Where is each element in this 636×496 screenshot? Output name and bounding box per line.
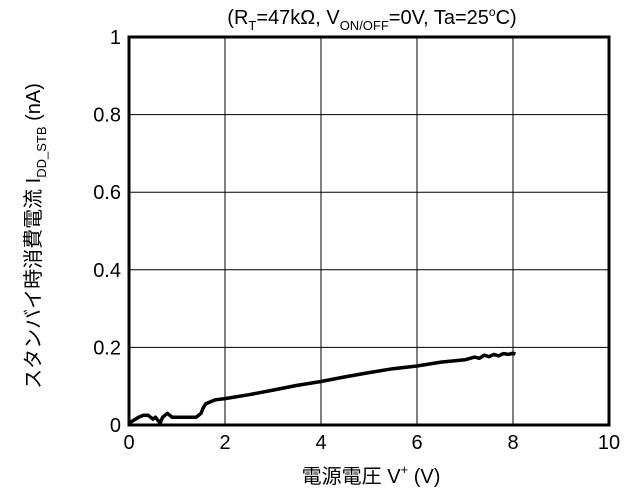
chart-title: (RT=47kΩ, VON/OFF=0V, Ta=25oC) bbox=[227, 5, 516, 33]
y-tick-label: 0.4 bbox=[93, 260, 121, 282]
ylabel-main: スタンバイ時消費電流 I bbox=[22, 178, 45, 389]
x-tick-label: 2 bbox=[219, 432, 230, 454]
x-axis-label: 電源電圧 V+ (V) bbox=[302, 462, 441, 488]
series-line bbox=[128, 351, 516, 425]
y-tick-label: 1 bbox=[110, 27, 121, 49]
xlabel-sup: + bbox=[401, 462, 409, 477]
xlabel-main: 電源電圧 V bbox=[302, 465, 402, 488]
title-mid2: =0V, Ta=25 bbox=[389, 7, 489, 29]
y-tick-label: 0 bbox=[110, 415, 121, 437]
xlabel-unit: (V) bbox=[408, 466, 440, 488]
plot-frame bbox=[127, 35, 611, 427]
title-von-sub: ON/OFF bbox=[340, 18, 389, 33]
ylabel-sub: DD_STB bbox=[34, 126, 49, 177]
x-tick-label: 10 bbox=[598, 432, 620, 454]
tick-labels: 0 2 4 6 8 10 0 0.2 0.4 0.6 0.8 1 bbox=[93, 27, 620, 454]
y-tick-label: 0.6 bbox=[93, 182, 121, 204]
y-axis-label: スタンバイ時消費電流 IDD_STB (nA) bbox=[22, 83, 49, 389]
title-mid1: =47kΩ, V bbox=[256, 7, 340, 29]
title-close: C) bbox=[496, 7, 517, 29]
x-tick-label: 8 bbox=[507, 432, 518, 454]
grid bbox=[129, 37, 609, 425]
title-rt-sub: T bbox=[248, 18, 256, 33]
title-open: (R bbox=[227, 7, 248, 29]
y-tick-label: 0.2 bbox=[93, 337, 121, 359]
x-tick-label: 4 bbox=[315, 432, 326, 454]
x-tick-label: 6 bbox=[411, 432, 422, 454]
title-degree: o bbox=[489, 5, 496, 19]
series-group bbox=[128, 351, 516, 425]
ylabel-unit: (nA) bbox=[23, 83, 45, 126]
y-tick-label: 0.8 bbox=[93, 105, 121, 127]
x-tick-label: 0 bbox=[123, 432, 134, 454]
